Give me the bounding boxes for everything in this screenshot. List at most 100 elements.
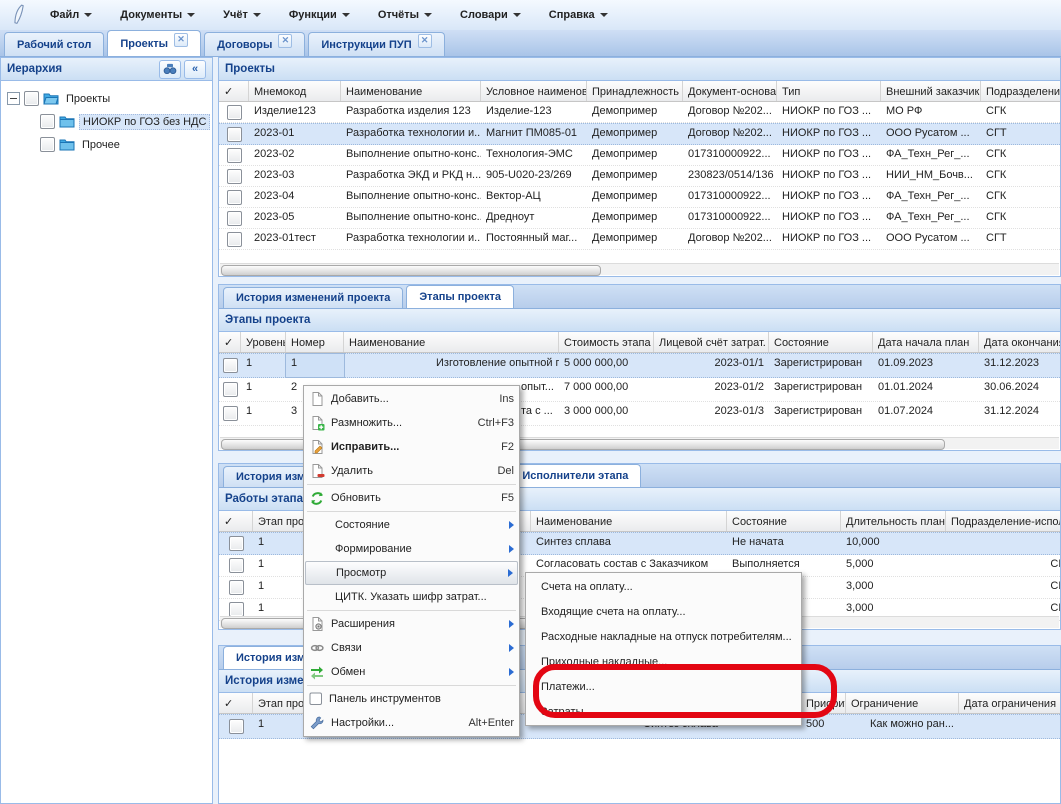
table-row[interactable]: 1 3 та с ... 3 000 000,00 2023-01/3 Зарегистр… (219, 402, 1060, 426)
column-header-Документ-основание[interactable]: Документ-основание (683, 81, 777, 101)
tree-node[interactable]: НИОКР по ГОЗ без НДС (3, 110, 211, 133)
column-header-Номер[interactable]: Номер (286, 332, 344, 352)
menu-item-Удалить[interactable]: Удалить Del (305, 459, 518, 483)
table-row[interactable]: 2023-01тест Разработка технологии и... Пос… (219, 229, 1060, 250)
scrollbar-thumb[interactable] (221, 439, 945, 450)
column-header-Наименование[interactable]: Наименование (341, 81, 481, 101)
row-checkbox-cell[interactable] (219, 402, 241, 425)
column-header-Подразделение-исполнитель[interactable]: Подразделение-исполнитель (946, 511, 1060, 531)
menu-item-Добавить...[interactable]: Добавить... Ins (305, 387, 518, 411)
menu-item-Состояние[interactable]: Состояние (305, 513, 518, 537)
column-header-✓[interactable]: ✓ (219, 81, 249, 101)
menu-item-Просмотр[interactable]: Просмотр (305, 561, 518, 585)
row-checkbox[interactable] (226, 104, 242, 120)
menubar-item-Учёт[interactable]: Учёт (213, 5, 271, 25)
table-row[interactable]: 2023-04 Выполнение опытно-конс... Вектор-А… (219, 187, 1060, 208)
column-header-✓[interactable]: ✓ (219, 511, 253, 531)
column-header-✓[interactable]: ✓ (219, 332, 241, 352)
column-header-Тип[interactable]: Тип (777, 81, 881, 101)
column-header-✓[interactable]: ✓ (219, 693, 253, 713)
row-checkbox-cell[interactable] (219, 124, 249, 144)
tree-node-checkbox[interactable] (40, 114, 55, 129)
menu-item-ЦИТК. Указать шифр затрат...[interactable]: ЦИТК. Указать шифр затрат... (305, 585, 518, 609)
row-checkbox[interactable] (222, 382, 238, 397)
row-checkbox[interactable] (228, 558, 244, 573)
table-row[interactable]: 2023-02 Выполнение опытно-конс... Технолог… (219, 145, 1060, 166)
column-header-Внешний заказчик[interactable]: Внешний заказчик (881, 81, 981, 101)
row-checkbox-cell[interactable] (219, 555, 253, 576)
menubar-item-Отчёты[interactable]: Отчёты (368, 5, 442, 25)
menu-item-Размножить...[interactable]: Размножить... Ctrl+F3 (305, 411, 518, 435)
tree-node-checkbox[interactable] (40, 137, 55, 152)
column-header-Лицевой счёт затрат.[interactable]: Лицевой счёт затрат. (654, 332, 769, 352)
menu-item-Настройки...[interactable]: Настройки... Alt+Enter (305, 711, 518, 735)
row-checkbox-cell[interactable] (219, 533, 253, 554)
scrollbar-thumb[interactable] (221, 265, 601, 276)
column-header-Подразделение[interactable]: Подразделение (981, 81, 1060, 101)
menu-item-Связи[interactable]: Связи (305, 636, 518, 660)
row-checkbox[interactable] (226, 168, 242, 184)
tree-node[interactable]: Проекты (3, 87, 210, 110)
column-header-Наименование[interactable]: Наименование (531, 511, 727, 531)
column-header-Приоритет[interactable]: Приоритет (801, 693, 846, 713)
column-header-Стоимость этапа[interactable]: Стоимость этапа (559, 332, 654, 352)
row-checkbox[interactable] (228, 580, 244, 595)
row-checkbox[interactable] (226, 147, 242, 163)
row-checkbox-cell[interactable] (219, 166, 249, 186)
submenu-item-Расходные накладные на отпуск потребителям...[interactable]: Расходные накладные на отпуск потребител… (527, 624, 800, 649)
tab-Проекты[interactable]: Проекты ✕ (107, 30, 202, 56)
submenu-item-Платежи...[interactable]: Платежи... (527, 674, 800, 699)
row-checkbox-cell[interactable] (219, 145, 249, 165)
submenu-item-Приходные накладные...[interactable]: Приходные накладные... (527, 649, 800, 674)
row-checkbox[interactable] (226, 189, 242, 205)
menubar-item-Словари[interactable]: Словари (450, 5, 531, 25)
row-checkbox[interactable] (228, 602, 244, 617)
column-header-Длительность план[interactable]: Длительность план (841, 511, 946, 531)
projects-hscrollbar[interactable] (220, 263, 1059, 276)
submenu-item-Входящие счета на оплату...[interactable]: Входящие счета на оплату... (527, 599, 800, 624)
table-row[interactable]: 2023-01 Разработка технологии и... Магнит … (219, 123, 1060, 145)
column-header-Уровень[interactable]: Уровень (241, 332, 286, 352)
row-checkbox[interactable] (226, 231, 242, 247)
column-header-Состояние[interactable]: Состояние (769, 332, 873, 352)
menu-item-Исправить...[interactable]: Исправить... F2 (305, 435, 518, 459)
tree-expand-icon[interactable] (7, 92, 20, 105)
column-header-Дата ограничения[interactable]: Дата ограничения (959, 693, 1060, 713)
tab-Исполнители этапа[interactable]: Исполнители этапа (509, 464, 642, 487)
row-checkbox-cell[interactable] (219, 354, 241, 377)
close-tab-icon[interactable]: ✕ (174, 32, 189, 47)
collapse-panel-icon[interactable]: « (184, 59, 206, 79)
row-checkbox[interactable] (228, 719, 244, 734)
column-header-Дата начала план[interactable]: Дата начала план (873, 332, 979, 352)
menubar-item-Файл[interactable]: Файл (40, 5, 102, 25)
row-checkbox-cell[interactable] (219, 187, 249, 207)
row-checkbox-cell[interactable] (219, 378, 241, 401)
column-header-Принадлежность[interactable]: Принадлежность (587, 81, 683, 101)
row-checkbox-cell[interactable] (219, 208, 249, 228)
submenu-item-Счета на оплату...[interactable]: Счета на оплату... (527, 574, 800, 599)
close-tab-icon[interactable]: ✕ (417, 33, 432, 48)
column-header-Ограничение[interactable]: Ограничение (846, 693, 959, 713)
row-checkbox[interactable] (222, 406, 238, 421)
row-checkbox[interactable] (226, 210, 242, 226)
row-checkbox-cell[interactable] (219, 102, 249, 122)
table-row[interactable]: 2023-03 Разработка ЭКД и РКД н... 905-U020… (219, 166, 1060, 187)
column-header-Наименование[interactable]: Наименование (344, 332, 559, 352)
menu-item-Расширения[interactable]: Расширения (305, 612, 518, 636)
close-tab-icon[interactable]: ✕ (278, 33, 293, 48)
menubar-item-Функции[interactable]: Функции (279, 5, 360, 25)
row-checkbox-cell[interactable] (219, 229, 249, 249)
tab-История изменений проекта[interactable]: История изменений проекта (223, 287, 404, 308)
menu-item-Обновить[interactable]: Обновить F5 (305, 486, 518, 510)
row-checkbox-cell[interactable] (219, 715, 253, 738)
row-checkbox-cell[interactable] (219, 577, 253, 598)
row-checkbox[interactable] (222, 358, 238, 373)
column-header-Мнемокод[interactable]: Мнемокод (249, 81, 341, 101)
row-checkbox[interactable] (228, 536, 244, 551)
table-row[interactable]: Изделие123 Разработка изделия 123 Изделие-… (219, 102, 1060, 123)
row-checkbox[interactable] (226, 126, 242, 142)
tree-node-checkbox[interactable] (24, 91, 39, 106)
tab-Инструкции ПУП[interactable]: Инструкции ПУП ✕ (308, 32, 445, 56)
menubar-item-Документы[interactable]: Документы (110, 5, 205, 25)
tab-Этапы проекта[interactable]: Этапы проекта (406, 285, 514, 308)
